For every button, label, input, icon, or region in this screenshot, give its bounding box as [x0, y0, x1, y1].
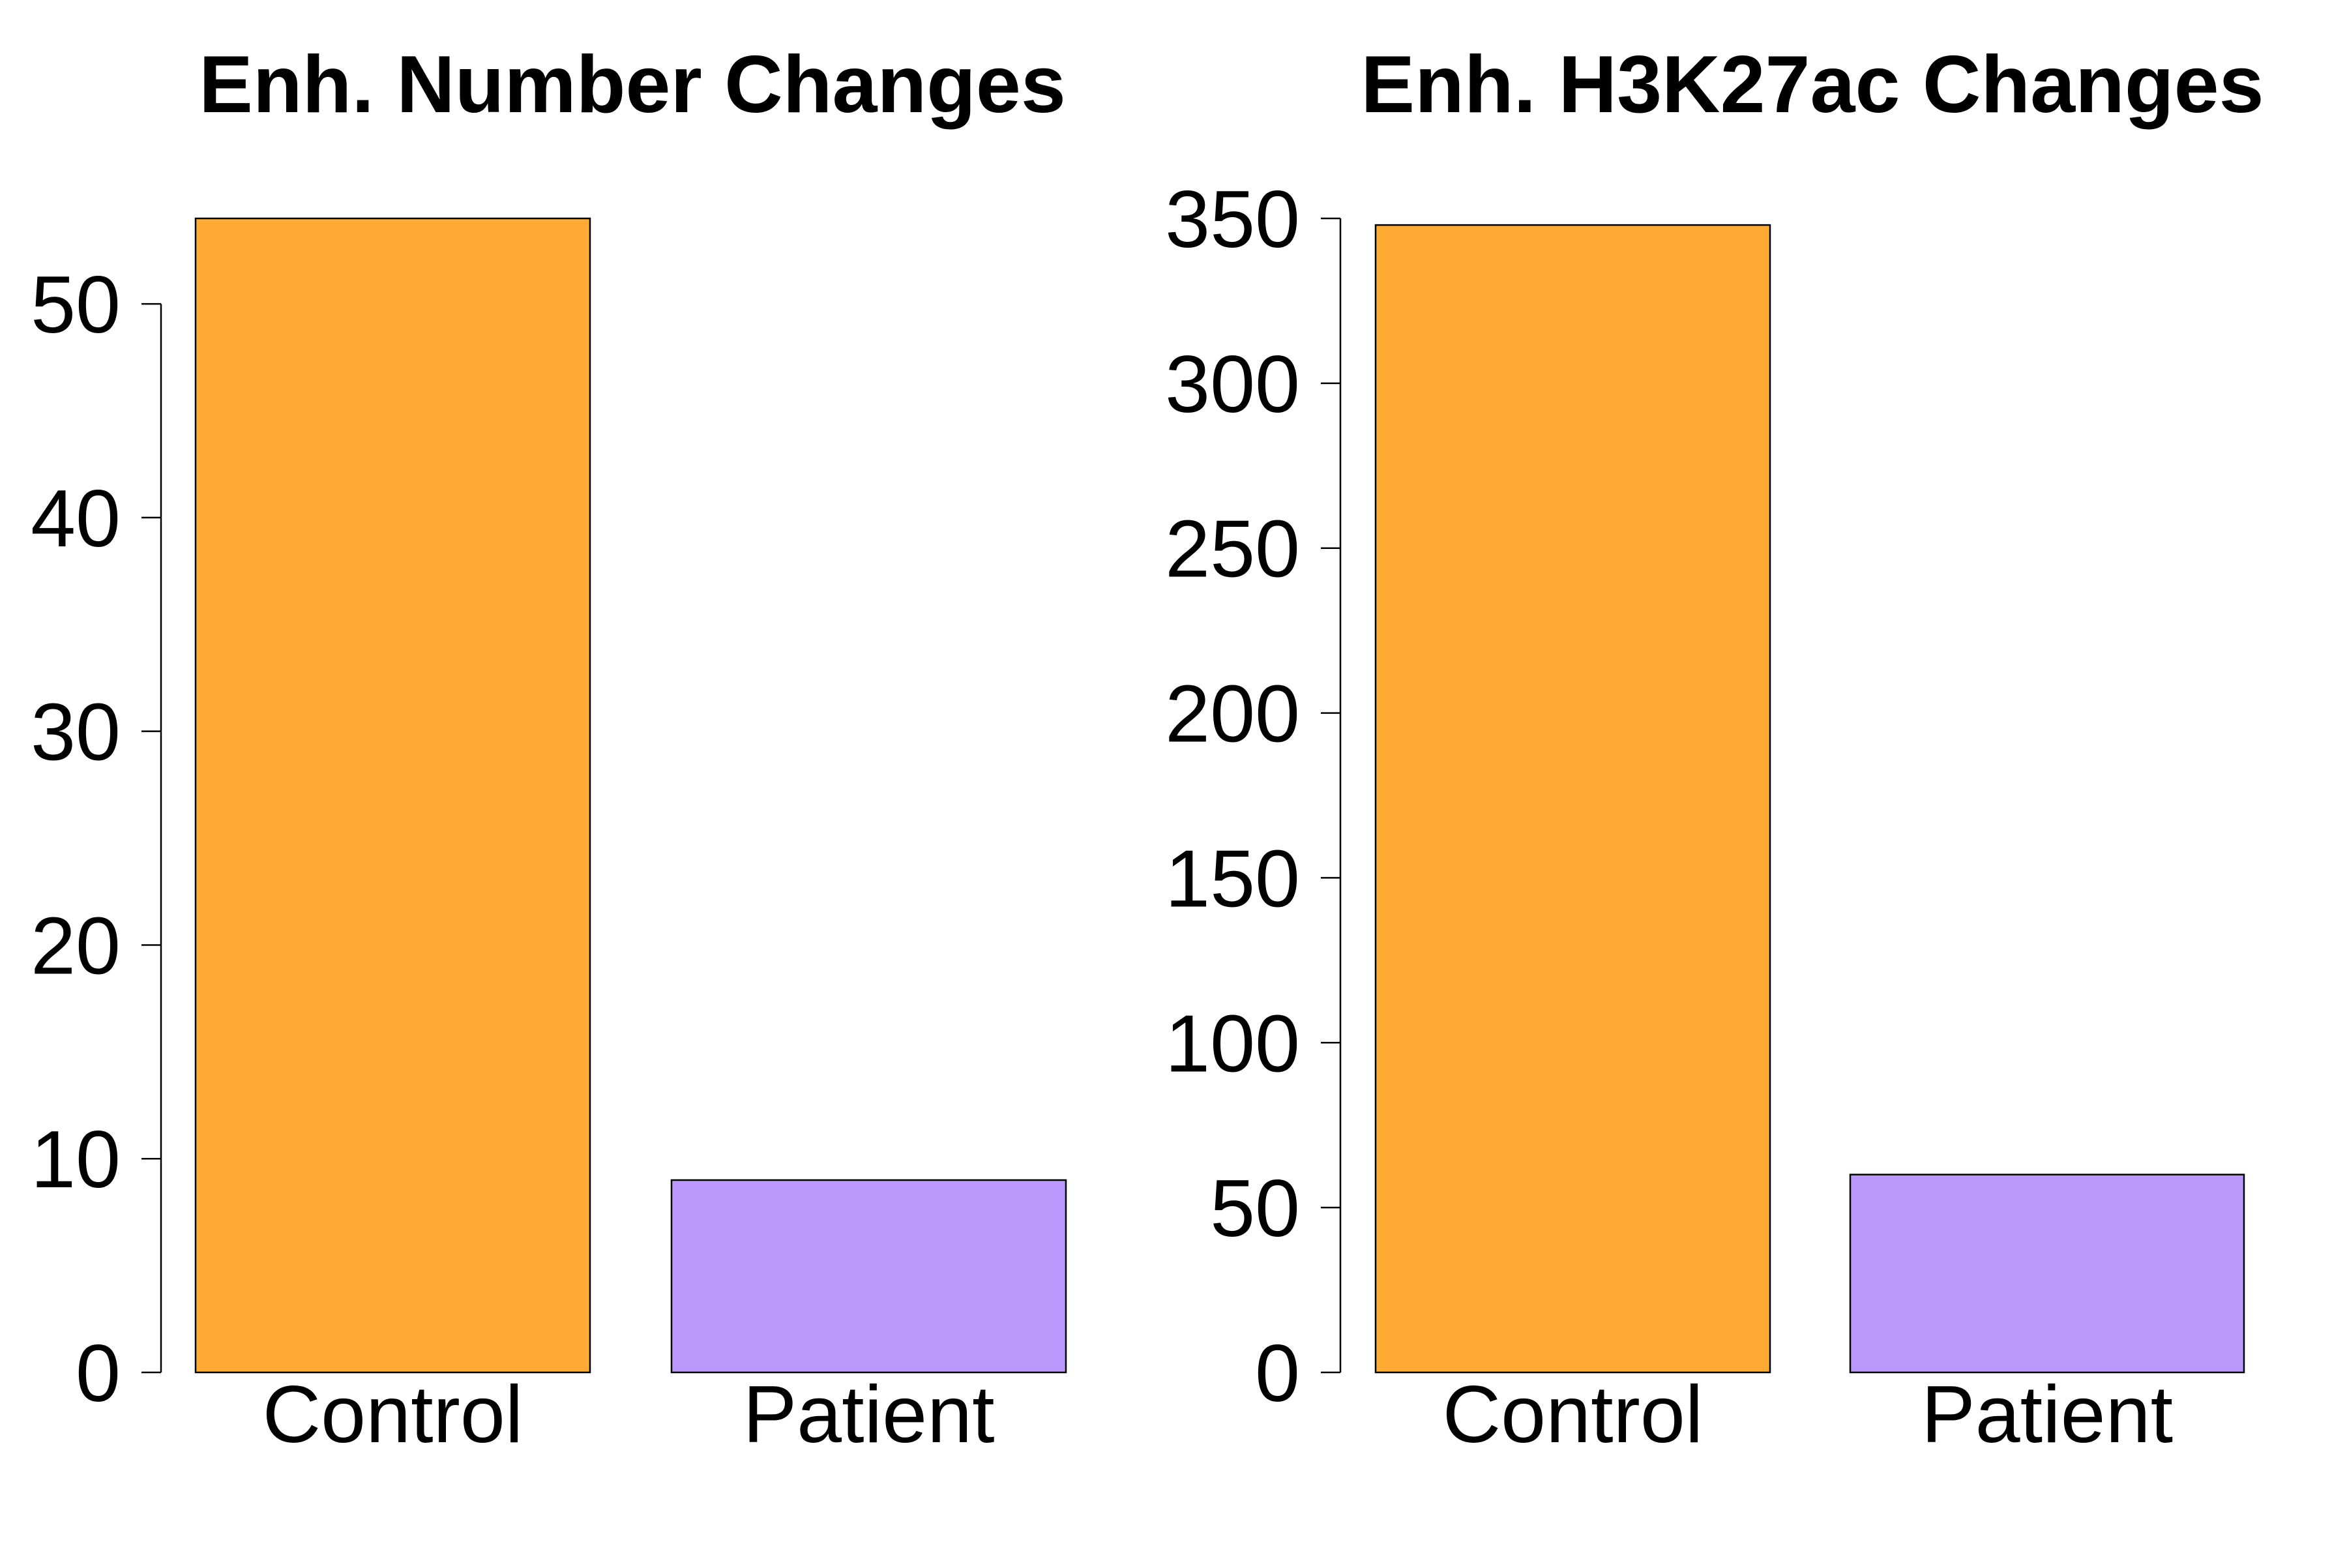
x-category-label: Patient	[1921, 1370, 2173, 1460]
y-tick-label: 0	[1255, 1329, 1300, 1419]
y-tick-label: 0	[76, 1329, 121, 1419]
y-tick-label: 100	[1165, 999, 1300, 1089]
y-tick-label: 50	[1210, 1164, 1300, 1254]
y-tick-label: 300	[1165, 340, 1300, 430]
y-tick-label: 50	[31, 260, 121, 350]
y-tick-label: 150	[1165, 834, 1300, 924]
chart-title: Enh. Number Changes	[199, 40, 1066, 130]
y-tick-label: 250	[1165, 505, 1300, 595]
panel-enh-h3k27ac-changes: Enh. H3K27ac Changes 0 50 100 150 200 250 300 35…	[1165, 40, 2264, 1460]
y-tick-label: 350	[1165, 175, 1300, 265]
panel-enh-number-changes: Enh. Number Changes 0 10 20 30 40 50 Control Pat…	[31, 40, 1067, 1460]
bar-control	[1374, 224, 1771, 1374]
bar-patient	[1849, 1174, 2245, 1374]
y-tick-label: 40	[31, 474, 121, 564]
y-tick-label: 20	[31, 901, 121, 991]
x-category-label: Control	[1443, 1370, 1704, 1460]
y-tick-label: 30	[31, 688, 121, 778]
bar-control	[194, 217, 591, 1374]
bar-patient	[670, 1179, 1067, 1374]
chart-title: Enh. H3K27ac Changes	[1361, 40, 2264, 130]
y-tick-label: 200	[1165, 670, 1300, 760]
y-tick-label: 10	[31, 1115, 121, 1205]
x-category-label: Control	[263, 1370, 524, 1460]
x-category-label: Patient	[743, 1370, 994, 1460]
